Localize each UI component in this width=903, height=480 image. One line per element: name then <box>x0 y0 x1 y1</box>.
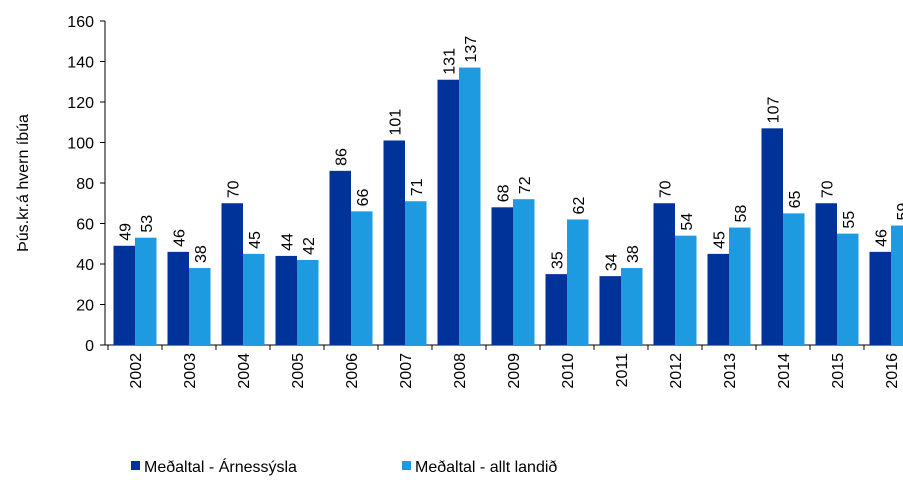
bar <box>243 253 265 345</box>
y-tick-label: 20 <box>76 298 94 315</box>
bar <box>221 203 243 345</box>
bar <box>675 235 697 345</box>
data-label: 55 <box>841 211 858 229</box>
bar <box>891 225 903 345</box>
y-tick-label: 140 <box>67 55 94 72</box>
bar <box>383 140 405 345</box>
data-label: 42 <box>301 237 318 255</box>
bar <box>729 227 751 345</box>
legend-swatch <box>131 461 140 470</box>
data-label: 68 <box>495 184 512 202</box>
y-tick-label: 0 <box>85 338 94 355</box>
x-tick-label: 2014 <box>776 353 793 389</box>
data-label: 107 <box>765 97 782 124</box>
bar <box>351 211 373 345</box>
bar <box>491 207 513 345</box>
bar <box>329 170 351 345</box>
x-tick-label: 2005 <box>290 353 307 389</box>
data-label: 34 <box>603 253 620 271</box>
data-label: 58 <box>733 205 750 223</box>
legend-swatch <box>402 461 411 470</box>
x-tick-label: 2016 <box>884 353 901 389</box>
data-label: 62 <box>571 197 588 215</box>
bar <box>437 79 459 345</box>
data-label: 45 <box>247 231 264 249</box>
bar <box>815 203 837 345</box>
legend-label: Meðaltal - Árnessýsla <box>144 457 297 476</box>
bar <box>761 128 783 345</box>
bar <box>513 199 535 345</box>
x-tick-label: 2004 <box>236 353 253 389</box>
x-tick-label: 2010 <box>560 353 577 389</box>
data-label: 137 <box>463 36 480 63</box>
data-label: 71 <box>409 178 426 196</box>
bar <box>459 67 481 345</box>
bar <box>189 268 211 345</box>
bar <box>869 251 891 345</box>
x-tick-label: 2015 <box>830 353 847 389</box>
y-tick-label: 60 <box>76 217 94 234</box>
bar <box>707 253 729 345</box>
bar <box>837 233 859 345</box>
x-tick-label: 2002 <box>128 353 145 389</box>
x-tick-label: 2013 <box>722 353 739 389</box>
data-label: 46 <box>873 229 890 247</box>
y-tick-label: 120 <box>67 95 94 112</box>
bar <box>113 245 135 345</box>
data-label: 53 <box>139 215 156 233</box>
bar <box>167 251 189 345</box>
bar <box>621 268 643 345</box>
data-label: 38 <box>625 245 642 263</box>
data-label: 59 <box>895 203 903 221</box>
y-tick-label: 100 <box>67 136 94 153</box>
data-label: 66 <box>355 188 372 206</box>
bar <box>567 219 589 345</box>
y-tick-label: 40 <box>76 257 94 274</box>
bar <box>599 276 621 345</box>
data-label: 49 <box>117 223 134 241</box>
legend-label: Meðaltal - allt landið <box>415 459 557 476</box>
data-label: 70 <box>819 180 836 198</box>
x-tick-label: 2008 <box>452 353 469 389</box>
data-label: 38 <box>193 245 210 263</box>
bar <box>783 213 805 345</box>
data-label: 35 <box>549 251 566 269</box>
data-label: 54 <box>679 213 696 231</box>
data-label: 86 <box>333 148 350 166</box>
x-tick-label: 2009 <box>506 353 523 389</box>
x-tick-label: 2012 <box>668 353 685 389</box>
data-label: 72 <box>517 176 534 194</box>
bar <box>545 274 567 345</box>
y-axis-label: Þús.kr.á hvern íbúa <box>15 114 32 252</box>
bar <box>297 259 319 345</box>
data-label: 70 <box>657 180 674 198</box>
data-label: 101 <box>387 109 404 136</box>
bar <box>653 203 675 345</box>
x-tick-label: 2006 <box>344 353 361 389</box>
bar <box>135 237 157 345</box>
bar <box>275 255 297 345</box>
x-tick-label: 2003 <box>182 353 199 389</box>
bar <box>405 201 427 345</box>
data-label: 70 <box>225 180 242 198</box>
data-label: 46 <box>171 229 188 247</box>
x-tick-label: 2011 <box>614 353 631 388</box>
y-tick-label: 160 <box>67 14 94 31</box>
y-tick-label: 80 <box>76 176 94 193</box>
data-label: 45 <box>711 231 728 249</box>
data-label: 44 <box>279 233 296 251</box>
x-tick-label: 2007 <box>398 353 415 389</box>
data-label: 65 <box>787 190 804 208</box>
data-label: 131 <box>441 48 458 75</box>
